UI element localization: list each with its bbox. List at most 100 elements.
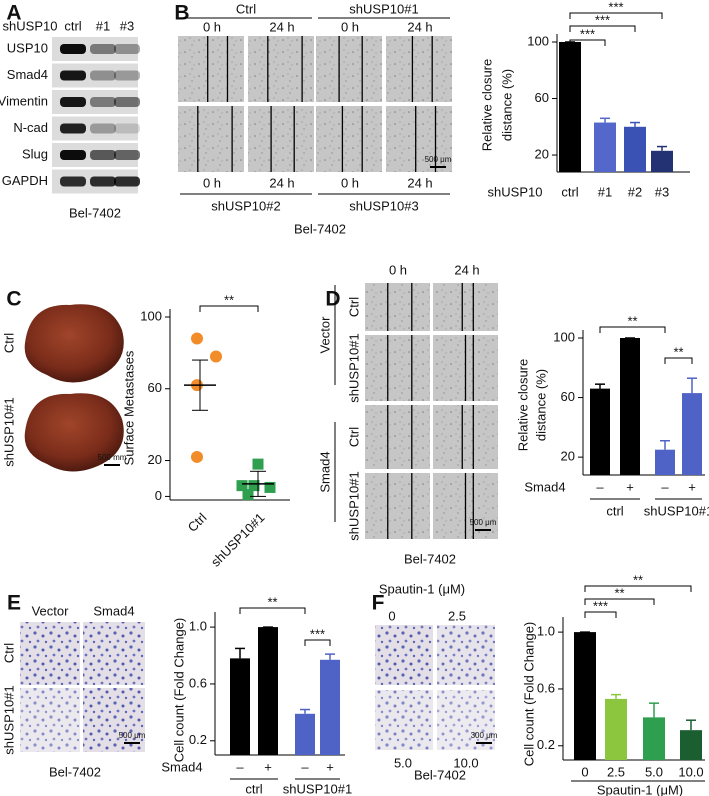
time-label: 0 h (341, 19, 359, 34)
bar (574, 632, 596, 760)
group-label: shUSP10#1 (349, 1, 418, 16)
significance-bracket (584, 611, 617, 618)
liver-image (24, 393, 124, 472)
dose-label: 5.0 (394, 755, 412, 770)
x-tick-label: + (688, 479, 696, 494)
y-tick-label: 100 (140, 308, 162, 323)
point (264, 481, 276, 493)
time-label: 24 h (407, 175, 432, 190)
bar (230, 658, 250, 755)
wound-image (365, 405, 430, 469)
bar (605, 698, 627, 760)
wound-image (386, 36, 452, 102)
point (191, 332, 203, 345)
y-tick-label: 0.6 (189, 675, 207, 690)
row-label: shUSP10#1 (346, 333, 361, 402)
cell-line-label: Bel-7402 (49, 764, 101, 779)
transwell-image (83, 622, 145, 685)
significance-label: ** (614, 585, 624, 600)
time-label: 0 h (203, 19, 221, 34)
group-label: Smad4 (317, 451, 332, 492)
row-label: shUSP10#1 (346, 471, 361, 540)
y-axis-label: Cell count (Fold Change) (171, 618, 186, 763)
row-label: shUSP10#1 (1, 685, 16, 754)
significance-bracket (239, 607, 306, 614)
panel-label: A (6, 2, 21, 25)
protein-label: Smad4 (7, 67, 48, 82)
factor-label: Smad4 (161, 759, 202, 774)
dose-label: 2.5 (448, 608, 466, 623)
point (210, 350, 222, 363)
column-label: Smad4 (93, 603, 134, 618)
factor-label: Smad4 (524, 479, 565, 494)
transwell-image (437, 690, 495, 750)
bar (620, 338, 640, 475)
point (191, 450, 203, 463)
blot-band (90, 70, 116, 81)
x-tick-label: shUSP10#1 (208, 510, 268, 570)
x-tick-label: #2 (628, 184, 642, 199)
y-tick-label: 20 (561, 449, 575, 464)
y-tick-label: 60 (561, 389, 575, 404)
bar (258, 627, 278, 755)
panel-label: E (7, 592, 21, 615)
y-tick-label: 100 (527, 33, 549, 48)
blot-band (60, 44, 86, 54)
significance-bracket (569, 25, 636, 32)
group-label: shUSP10#2 (211, 198, 280, 213)
x-tick-label: #1 (598, 184, 612, 199)
wound-image (248, 106, 314, 172)
cell-line-label: Bel-7402 (69, 205, 121, 220)
x-axis-label: shUSP10 (488, 184, 543, 199)
wound-image (386, 106, 452, 172)
significance-bracket (199, 305, 259, 312)
dose-label: 10.0 (453, 755, 478, 770)
protein-label: Slug (22, 146, 48, 161)
wound-image (316, 106, 382, 172)
bar (643, 717, 665, 760)
y-tick-label: 0.2 (537, 737, 555, 752)
significance-label: ** (627, 313, 637, 328)
cell-line-label: Bel-7402 (294, 221, 346, 236)
group-label: shUSP10#3 (349, 198, 418, 213)
scale-label: 500 mm (98, 453, 127, 462)
row-label: Ctrl (1, 333, 16, 353)
group-label: ctrl (245, 781, 262, 796)
lane-label: #3 (120, 18, 134, 33)
time-label: 24 h (269, 19, 294, 34)
point (248, 480, 260, 492)
y-tick-label: 0.2 (189, 732, 207, 747)
blot-band (114, 176, 140, 187)
time-label: 24 h (454, 262, 479, 277)
x-axis-label: Spautin-1 (μM) (597, 782, 683, 796)
significance-label: ** (633, 572, 643, 587)
bar (655, 449, 675, 475)
x-tick-label: – (236, 759, 244, 774)
group-label: ctrl (606, 503, 623, 518)
transwell-image (375, 625, 433, 685)
wound-image (248, 36, 314, 102)
x-tick-label: – (301, 759, 309, 774)
time-label: 0 h (389, 262, 407, 277)
lane-label: ctrl (64, 18, 81, 33)
scale-label: 500 μm (119, 731, 146, 740)
wound-image (178, 106, 244, 172)
wound-image (433, 405, 498, 469)
protein-label: Vimentin (0, 93, 48, 108)
significance-bracket (584, 598, 655, 605)
point (252, 458, 264, 470)
bar (594, 122, 616, 172)
panel-label: C (6, 288, 21, 311)
bar (680, 730, 702, 760)
y-tick-label: 20 (148, 452, 162, 467)
blot-band (60, 176, 86, 187)
dose-label: 0 (388, 608, 395, 623)
y-tick-label: 60 (148, 380, 162, 395)
cell-line-label: Bel-7402 (404, 551, 456, 566)
time-label: 24 h (407, 19, 432, 34)
row-label: Ctrl (346, 427, 361, 447)
x-tick-label: 2.5 (607, 764, 625, 779)
scale-label: 500 μm (425, 155, 452, 164)
panel-label: B (174, 2, 189, 25)
y-axis-label: Surface Metastases (121, 350, 136, 465)
